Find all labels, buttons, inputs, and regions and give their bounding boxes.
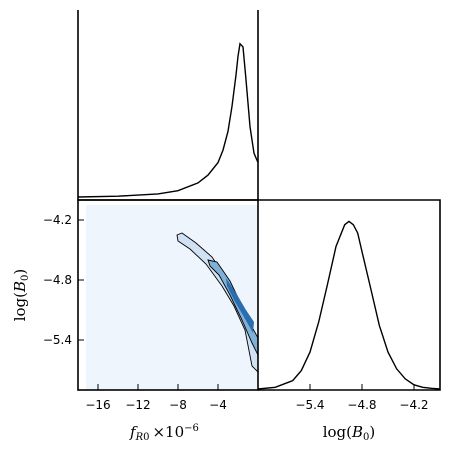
contour-core: [226, 278, 254, 333]
panel-bottom-left-frame: [77, 199, 259, 391]
marginal-curve-fr0: [77, 42, 259, 198]
panel-top-left-frame: [77, 10, 259, 201]
x-axis-label-fr0: fR0 ×10−6: [129, 423, 199, 443]
panel-bottom-right-frame: [258, 199, 441, 391]
y-tick-label-logb0: −5.4: [43, 333, 72, 347]
y-axis-label-logb0: log(B0): [11, 269, 31, 322]
x-tick-label-fr0: −8: [169, 398, 187, 412]
marginal-curve-logb0: [257, 220, 441, 390]
panel-top-left: [77, 10, 259, 201]
x-tick-label-logb0: −4.8: [347, 398, 376, 412]
panel-bottom-left: −16 −12 −8 −4 −4.2 −4.8 −5.4 fR0 ×10−6 log(B0): [11, 199, 259, 443]
x-tick-label-fr0: −12: [125, 398, 150, 412]
x-tick-label-logb0: −5.4: [295, 398, 324, 412]
x-axis-label-logb0: log(B0): [323, 423, 376, 443]
x-tick-label-logb0: −4.2: [399, 398, 428, 412]
x-tick-label-fr0: −4: [209, 398, 227, 412]
y-tick-label-logb0: −4.2: [43, 213, 72, 227]
panel-bottom-right: −5.4 −4.8 −4.2 log(B0): [257, 199, 441, 443]
y-tick-label-logb0: −4.8: [43, 273, 72, 287]
x-tick-label-fr0: −16: [85, 398, 110, 412]
